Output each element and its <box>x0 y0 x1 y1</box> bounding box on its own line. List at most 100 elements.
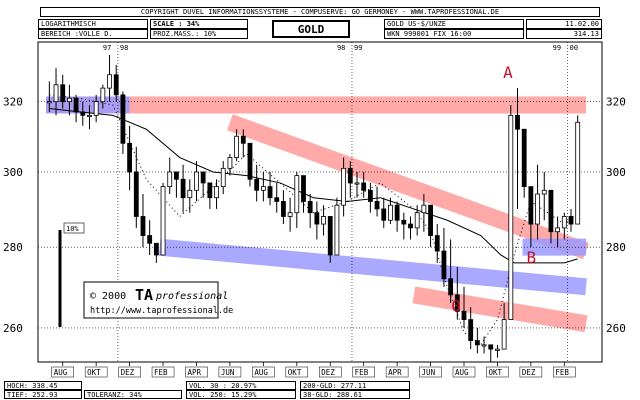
x-tick-label: DEZ <box>321 368 335 377</box>
x-tick-box <box>385 366 409 378</box>
ohlc-candle <box>374 201 380 210</box>
avg-38-line <box>49 94 579 346</box>
x-axis-ticks: AUG OKT DEZ FEB APR JUN AUG OKT DEZ FEB APR JUN AUG O… <box>51 44 578 378</box>
ohlc-candle <box>107 74 112 89</box>
logo-copyright: © 2000 <box>90 291 126 302</box>
ohlc-candle <box>461 310 467 320</box>
ohlc-candle <box>93 101 99 116</box>
x-tick-label: AUG <box>455 368 469 377</box>
x-tick-box <box>185 366 208 378</box>
scale-type-label: LOGARITHMISCH <box>38 19 148 29</box>
y-tick-label-left: 320 <box>3 96 23 109</box>
ohlc-candle <box>568 216 574 225</box>
ohlc-candle <box>515 114 520 130</box>
ohlc-candle <box>327 216 333 256</box>
y-tick-label-right: 320 <box>606 96 626 109</box>
ohlc-candle <box>113 74 119 96</box>
ohlc-candle <box>401 219 407 225</box>
ohlc-candle <box>468 319 474 341</box>
ohlc-candle <box>194 171 199 191</box>
ohlc-candle <box>421 204 427 214</box>
ohlc-candle <box>147 235 153 244</box>
ohlc-candle <box>501 319 507 350</box>
footer-vol250: VOL. 250: 15.29% <box>186 390 296 399</box>
ohlc-candle <box>448 278 454 296</box>
y-tick-label-right: 280 <box>606 241 626 254</box>
ohlc-candle <box>287 212 293 217</box>
ohlc-candle <box>474 340 480 346</box>
x-tick-box <box>118 366 141 378</box>
ohlc-bars <box>46 54 581 362</box>
ohlc-candle <box>481 344 487 347</box>
ohlc-candle <box>307 201 313 214</box>
x-tick-label: APR <box>187 368 201 377</box>
y-tick-label-left: 260 <box>3 322 23 335</box>
annotations: A B 0 <box>451 63 536 315</box>
ohlc-candle <box>254 178 260 191</box>
year-marker: 99 <box>354 44 362 52</box>
chart-title: GOLD <box>272 20 350 38</box>
ohlc-candle <box>528 186 534 225</box>
ohlc-candle <box>354 182 360 185</box>
ohlc-candle <box>561 216 567 229</box>
ohlc-candle <box>347 167 353 184</box>
x-tick-label: DEZ <box>121 368 135 377</box>
range-label: BEREICH :VOLLE D. <box>38 29 148 39</box>
ohlc-candle <box>67 97 72 103</box>
logo-brand: TA <box>135 286 153 304</box>
logo: © 2000 TA professional http://www.taprof… <box>83 281 233 319</box>
ohlc-candle <box>200 171 206 184</box>
ohlc-candle <box>187 189 193 199</box>
x-tick-label: OKT <box>488 368 502 377</box>
x-tick-label: FEB <box>355 368 369 377</box>
ohlc-candle <box>314 212 320 225</box>
ohlc-candle <box>381 208 387 221</box>
band-support-trend <box>158 238 587 296</box>
wkn-label: WKN 999001 FIX 16:00 <box>384 29 524 39</box>
x-tick-box <box>218 366 242 378</box>
ohlc-candle <box>267 186 273 199</box>
x-tick-label: FEB <box>154 368 168 377</box>
volatility-label-box <box>63 222 85 234</box>
annotation-0: 0 <box>451 296 461 315</box>
ohlc-candle <box>334 204 340 256</box>
year-marker: 97 <box>103 44 111 52</box>
y-axis-ticks: 260 260 280 280 300 300 320 320 <box>3 96 626 335</box>
ohlc-candle <box>281 201 286 217</box>
ohlc-candle <box>220 167 226 188</box>
ohlc-candle <box>100 87 106 103</box>
x-tick-label: JUN <box>422 368 436 377</box>
ohlc-candle <box>361 182 367 191</box>
x-tick-box <box>486 366 509 378</box>
ohlc-candle <box>301 175 306 202</box>
ohlc-candle <box>180 178 186 199</box>
y-tick-label-left: 280 <box>3 241 23 254</box>
y-tick-label-right: 300 <box>606 166 626 179</box>
ohlc-candle <box>274 197 280 202</box>
price-label: 314.13 <box>526 29 602 39</box>
ohlc-candle <box>294 175 300 214</box>
band-resistance-trend <box>227 114 589 260</box>
ohlc-candle <box>46 101 52 104</box>
ohlc-candle <box>434 235 440 252</box>
footer-200gld: 200-GLD: 277.11 <box>300 381 410 390</box>
ohlc-candle <box>214 186 219 199</box>
annotation-A: A <box>503 63 513 82</box>
ohlc-candle <box>428 204 433 236</box>
x-tick-box <box>51 366 74 378</box>
year-marker: 00 <box>570 44 578 52</box>
x-tick-box <box>252 366 275 378</box>
ohlc-candle <box>73 97 79 113</box>
ohlc-candle <box>87 114 92 117</box>
ohlc-candle <box>388 204 393 221</box>
instrument-label: GOLD US-$/UNZE <box>384 19 524 29</box>
annotation-B: B <box>527 248 537 267</box>
ohlc-candle <box>240 135 246 144</box>
ohlc-candle <box>247 142 253 180</box>
ohlc-candle <box>174 171 179 180</box>
ohlc-candle <box>508 114 514 320</box>
ohlc-candle <box>575 121 581 225</box>
x-tick-box <box>151 366 175 378</box>
y-tick-label-right: 260 <box>606 322 626 335</box>
